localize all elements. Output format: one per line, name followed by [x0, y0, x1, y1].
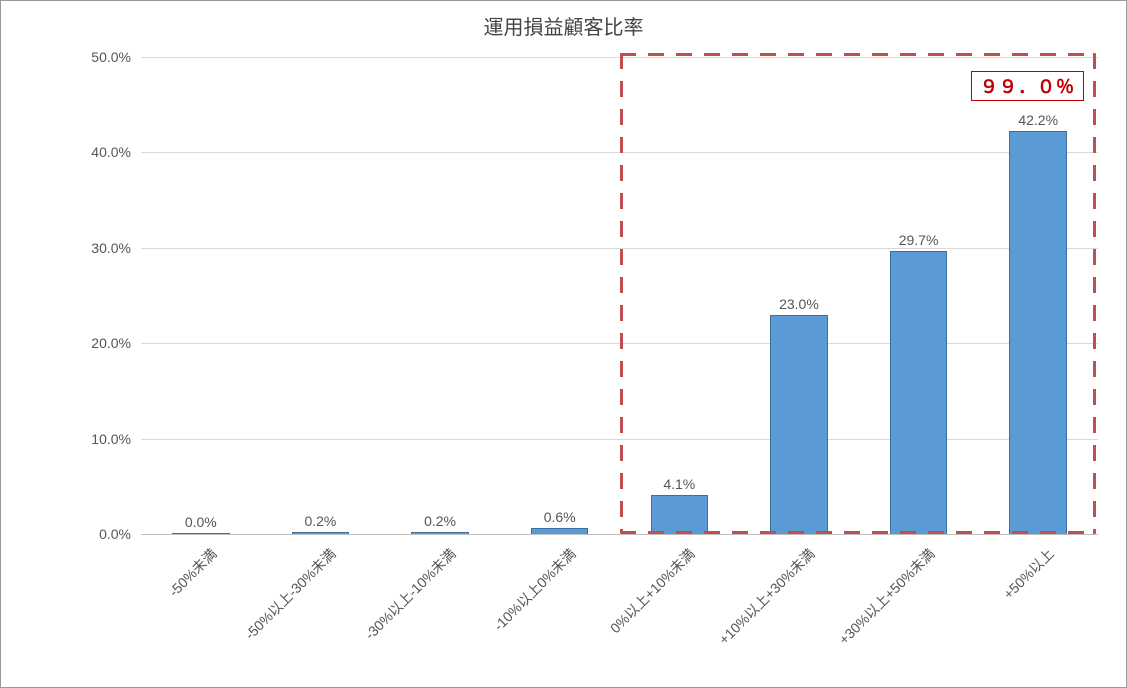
- bar: 0.2%: [292, 532, 349, 534]
- y-tick-label: 20.0%: [91, 335, 141, 351]
- x-tick-label: -50%以上-30%未満: [241, 544, 341, 644]
- bar: 29.7%: [890, 251, 947, 534]
- x-tick-label: 0%以上+10%未満: [606, 544, 700, 638]
- bar-value-label: 0.6%: [544, 509, 576, 529]
- y-tick-label: 50.0%: [91, 49, 141, 65]
- x-tick-label: -50%未満: [164, 544, 221, 601]
- chart-title: 運用損益顧客比率: [1, 11, 1126, 40]
- gridline: [141, 534, 1098, 535]
- y-tick-label: 10.0%: [91, 431, 141, 447]
- gridline: [141, 57, 1098, 58]
- chart-container: 運用損益顧客比率 0.0%10.0%20.0%30.0%40.0%50.0%0.…: [0, 0, 1127, 688]
- bar-value-label: 29.7%: [899, 232, 939, 252]
- bar: 0.0%: [172, 533, 229, 534]
- callout-label: ９９．０％: [971, 71, 1084, 101]
- bar: 0.6%: [531, 528, 588, 534]
- bar: 0.2%: [411, 532, 468, 534]
- x-tick-label: +50%以上: [999, 544, 1059, 604]
- x-tick-label: +30%以上+50%未満: [834, 544, 939, 649]
- y-tick-label: 40.0%: [91, 144, 141, 160]
- bar-value-label: 0.2%: [304, 513, 336, 533]
- bar-value-label: 0.2%: [424, 513, 456, 533]
- x-tick-label: -10%以上0%未満: [489, 544, 580, 635]
- y-tick-label: 0.0%: [99, 526, 141, 542]
- bar-value-label: 0.0%: [185, 514, 217, 534]
- plot-area: 0.0%10.0%20.0%30.0%40.0%50.0%0.0%-50%未満0…: [141, 57, 1098, 534]
- y-tick-label: 30.0%: [91, 240, 141, 256]
- gridline: [141, 343, 1098, 344]
- bar-value-label: 4.1%: [663, 476, 695, 496]
- bar: 42.2%: [1009, 131, 1066, 534]
- gridline: [141, 248, 1098, 249]
- gridline: [141, 152, 1098, 153]
- gridline: [141, 439, 1098, 440]
- x-tick-label: -30%以上-10%未満: [360, 544, 460, 644]
- bar: 23.0%: [770, 315, 827, 534]
- bar: 4.1%: [651, 495, 708, 534]
- bar-value-label: 42.2%: [1018, 112, 1058, 132]
- bar-value-label: 23.0%: [779, 296, 819, 316]
- x-tick-label: +10%以上+30%未満: [714, 544, 819, 649]
